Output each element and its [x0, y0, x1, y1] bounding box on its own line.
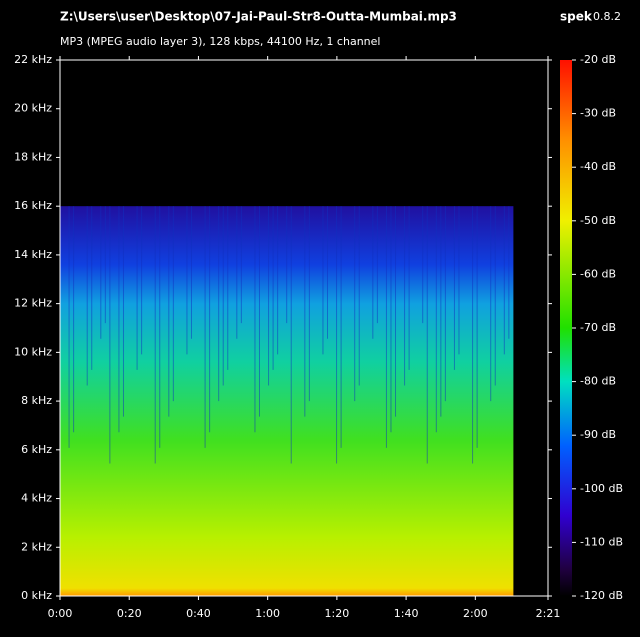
x-tick-label: 0:00 [48, 607, 73, 620]
colorbar-label: -20 dB [580, 53, 616, 66]
x-tick-label: 1:00 [255, 607, 280, 620]
colorbar-label: -50 dB [580, 214, 616, 227]
colorbar-label: -30 dB [580, 107, 616, 120]
colorbar [560, 60, 572, 596]
x-tick-label: 0:20 [117, 607, 142, 620]
colorbar-label: -120 dB [580, 589, 623, 602]
y-tick-label: 8 kHz [21, 394, 52, 407]
y-tick-label: 4 kHz [21, 492, 52, 505]
y-tick-label: 10 kHz [14, 345, 52, 358]
app-version: 0.8.2 [593, 10, 621, 23]
y-tick-label: 0 kHz [21, 589, 52, 602]
y-tick-label: 14 kHz [14, 248, 52, 261]
y-tick-label: 18 kHz [14, 150, 52, 163]
colorbar-label: -60 dB [580, 267, 616, 280]
colorbar-label: -100 dB [580, 482, 623, 495]
y-tick-label: 6 kHz [21, 443, 52, 456]
y-tick-label: 20 kHz [14, 102, 52, 115]
x-tick-label: 2:21 [536, 607, 561, 620]
x-tick-label: 1:20 [325, 607, 350, 620]
y-tick-label: 16 kHz [14, 199, 52, 212]
x-tick-label: 2:00 [463, 607, 488, 620]
file-info: MP3 (MPEG audio layer 3), 128 kbps, 4410… [60, 35, 380, 48]
y-tick-label: 22 kHz [14, 53, 52, 66]
plot-frame [59, 59, 549, 597]
app-name: spek [560, 10, 593, 24]
file-title: Z:\Users\user\Desktop\07-Jai-Paul-Str8-O… [60, 10, 457, 24]
x-tick-label: 0:40 [186, 607, 211, 620]
colorbar-label: -90 dB [580, 428, 616, 441]
colorbar-label: -70 dB [580, 321, 616, 334]
colorbar-label: -40 dB [580, 160, 616, 173]
y-tick-label: 2 kHz [21, 540, 52, 553]
y-tick-label: 12 kHz [14, 297, 52, 310]
colorbar-label: -110 dB [580, 535, 623, 548]
colorbar-label: -80 dB [580, 375, 616, 388]
x-tick-label: 1:40 [394, 607, 419, 620]
